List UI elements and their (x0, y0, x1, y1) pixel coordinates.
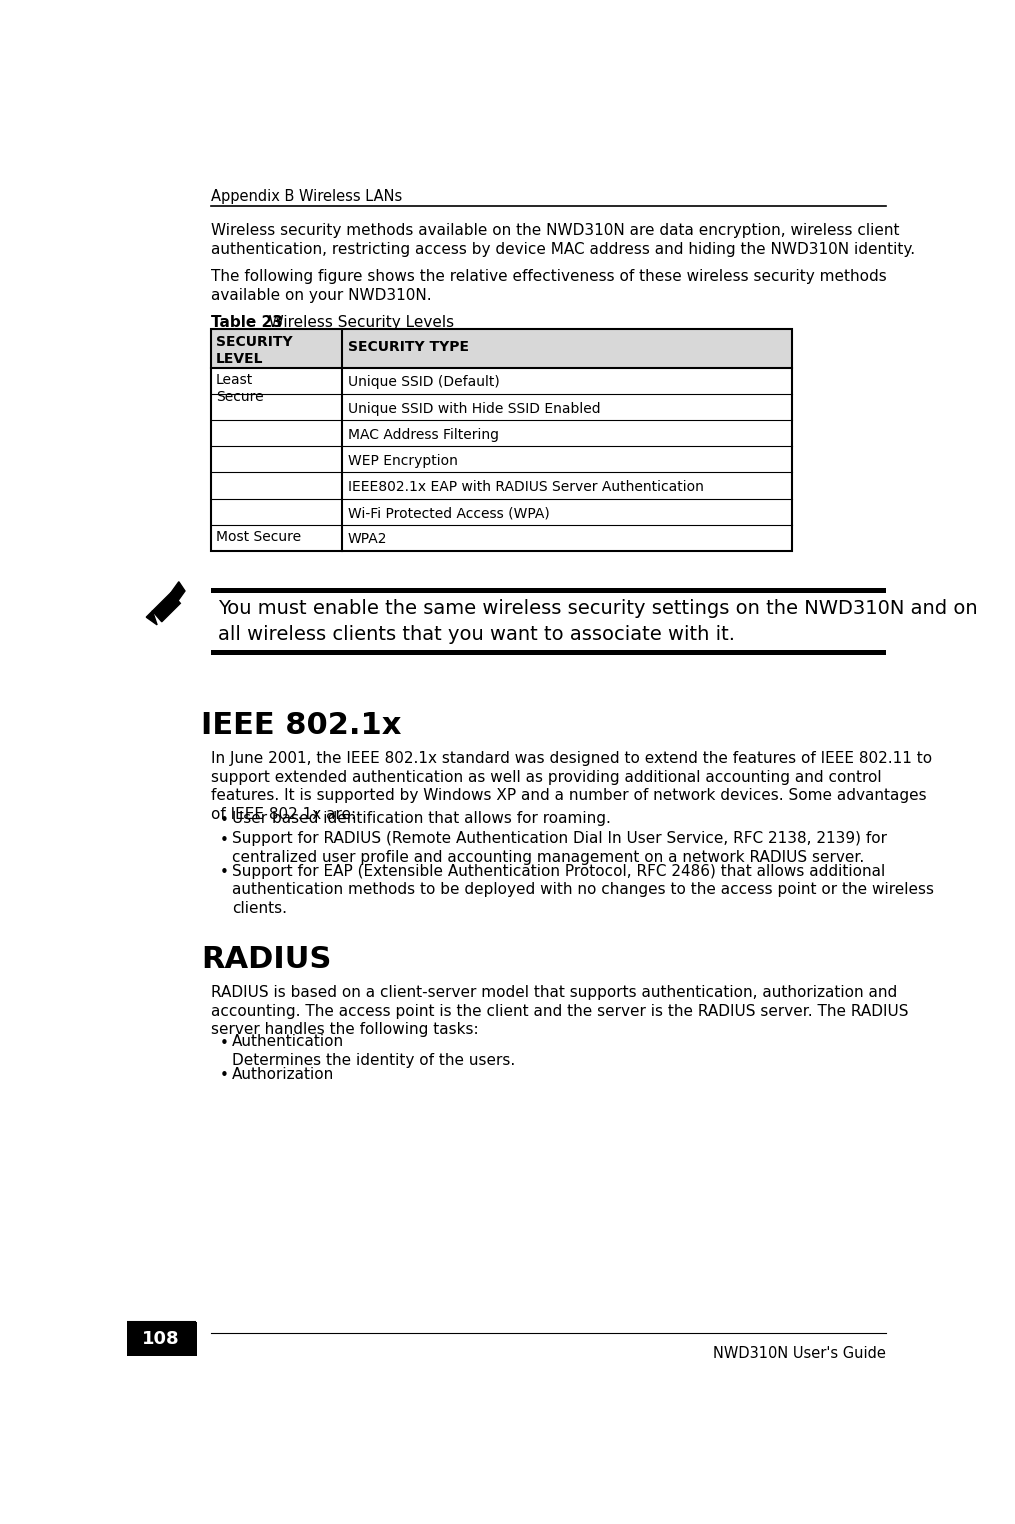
Text: In June 2001, the IEEE 802.1x standard was designed to extend the features of IE: In June 2001, the IEEE 802.1x standard w… (210, 751, 932, 821)
Bar (127, 1323, 197, 1356)
Bar (210, 329, 792, 367)
Text: Support for EAP (Extensible Authentication Protocol, RFC 2486) that allows addit: Support for EAP (Extensible Authenticati… (232, 864, 934, 916)
Text: 108: 108 (142, 1330, 180, 1349)
Text: •: • (220, 1068, 228, 1084)
Text: Wireless security methods available on the NWD310N are data encryption, wireless: Wireless security methods available on t… (210, 223, 915, 256)
Text: IEEE802.1x EAP with RADIUS Server Authentication: IEEE802.1x EAP with RADIUS Server Authen… (348, 480, 703, 494)
Polygon shape (152, 593, 181, 622)
Text: The following figure shows the relative effectiveness of these wireless security: The following figure shows the relative … (210, 270, 886, 303)
Text: Most Secure: Most Secure (216, 530, 301, 544)
Text: •: • (220, 812, 228, 828)
Text: WEP Encryption: WEP Encryption (348, 454, 458, 468)
Text: •: • (220, 832, 228, 847)
Text: You must enable the same wireless security settings on the NWD310N and on
all wi: You must enable the same wireless securi… (218, 599, 977, 645)
Text: Support for RADIUS (Remote Authentication Dial In User Service, RFC 2138, 2139) : Support for RADIUS (Remote Authenticatio… (232, 831, 887, 864)
Text: IEEE 802.1x: IEEE 802.1x (201, 712, 402, 741)
Text: WPA2: WPA2 (348, 532, 388, 547)
Text: •: • (220, 866, 228, 879)
Text: Unique SSID with Hide SSID Enabled: Unique SSID with Hide SSID Enabled (348, 401, 601, 416)
Text: RADIUS: RADIUS (201, 945, 332, 974)
Bar (210, 588, 886, 593)
Bar (210, 649, 886, 655)
Text: Wireless Security Levels: Wireless Security Levels (254, 315, 454, 331)
Text: SECURITY TYPE: SECURITY TYPE (348, 340, 469, 354)
Text: Wi-Fi Protected Access (WPA): Wi-Fi Protected Access (WPA) (348, 506, 549, 520)
Text: SECURITY
LEVEL: SECURITY LEVEL (216, 335, 292, 366)
Text: Least
Secure: Least Secure (216, 373, 264, 404)
Text: Authentication
Determines the identity of the users.: Authentication Determines the identity o… (232, 1035, 516, 1068)
Text: Appendix B Wireless LANs: Appendix B Wireless LANs (210, 189, 402, 204)
Text: User based identification that allows for roaming.: User based identification that allows fo… (232, 811, 611, 826)
Polygon shape (146, 611, 157, 625)
Bar (210, 329, 792, 552)
Polygon shape (172, 582, 185, 602)
Text: NWD310N User's Guide: NWD310N User's Guide (714, 1346, 886, 1361)
Text: Unique SSID (Default): Unique SSID (Default) (348, 375, 499, 389)
Text: RADIUS is based on a client-server model that supports authentication, authoriza: RADIUS is based on a client-server model… (210, 985, 908, 1038)
Text: MAC Address Filtering: MAC Address Filtering (348, 428, 498, 442)
Text: Table 23: Table 23 (210, 315, 282, 331)
Text: •: • (220, 1036, 228, 1052)
Text: Authorization: Authorization (232, 1067, 335, 1082)
Bar (127, 1323, 195, 1355)
